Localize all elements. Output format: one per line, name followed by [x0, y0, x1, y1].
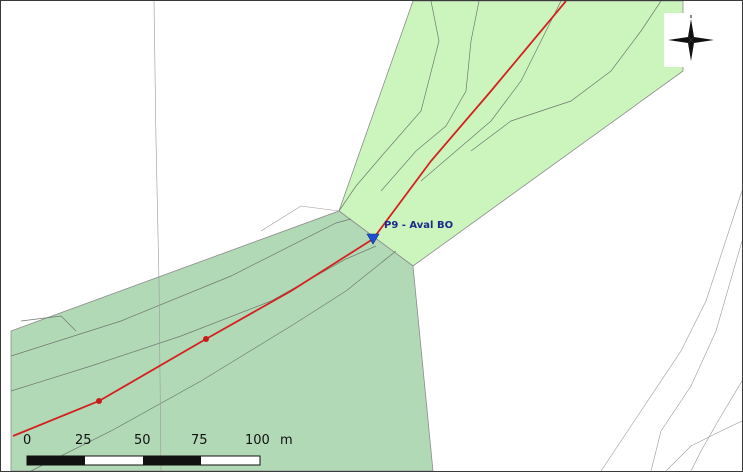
scale-label-75: 75 [191, 433, 208, 448]
profile-vertex-2[interactable] [203, 336, 209, 342]
contour-lines [10, 1, 662, 471]
downstream-zone [10, 210, 434, 471]
scale-label-100: 100 [245, 433, 270, 448]
scale-unit: m [280, 433, 293, 448]
scale-label-25: 25 [75, 433, 92, 448]
background-contours [153, 1, 742, 471]
scale-label-0: 0 [23, 433, 32, 448]
scale-label-50: 50 [134, 433, 151, 448]
compass-rose-icon [664, 13, 718, 67]
profile-line[interactable] [12, 1, 567, 437]
upstream-zone [338, 1, 684, 267]
point-label: P9 - Aval BO [384, 220, 454, 231]
profile-vertex-1[interactable] [96, 398, 102, 404]
scale-bar [26, 455, 261, 466]
scale-segment-3 [143, 456, 201, 465]
scale-segment-1 [27, 456, 85, 465]
p9-marker-icon[interactable] [366, 233, 380, 245]
